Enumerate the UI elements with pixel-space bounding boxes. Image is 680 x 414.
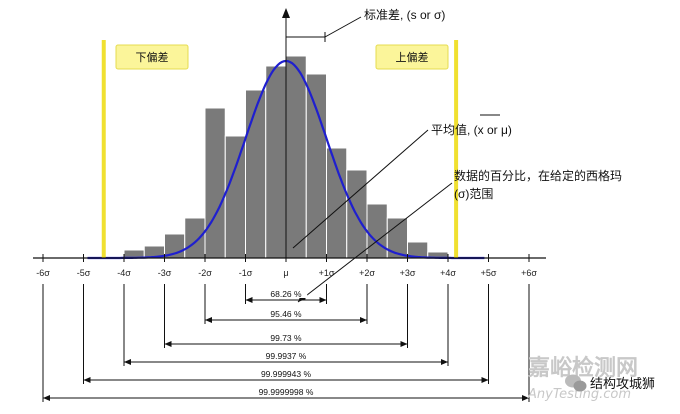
histogram-bar bbox=[305, 73, 327, 259]
x-axis-tick-labels: -6σ -5σ -4σ -3σ -2σ -1σ μ +1σ +2σ +3σ +4σ +5σ +6σ bbox=[36, 268, 537, 278]
percent-annotation-line1: 数据的百分比，在给定的西格玛 bbox=[454, 168, 622, 183]
percent-leader-line bbox=[297, 182, 453, 303]
x-tick-label: -5σ bbox=[77, 268, 91, 278]
coverage-label-bg bbox=[264, 333, 308, 342]
x-tick-label: μ bbox=[283, 268, 288, 278]
coverage-label-bg bbox=[259, 351, 313, 360]
coverage-label-bg bbox=[251, 387, 321, 396]
sigma-annotation: 标准差, (s or σ) bbox=[364, 8, 445, 22]
mean-axis-arrow bbox=[282, 8, 290, 18]
wechat-icon bbox=[565, 374, 587, 392]
histogram-bars bbox=[123, 55, 449, 259]
x-tick-label: -2σ bbox=[198, 268, 212, 278]
coverage-arrowhead bbox=[400, 341, 408, 347]
coverage-arrowhead bbox=[205, 317, 212, 323]
coverage-arrowhead bbox=[360, 317, 367, 323]
percent-annotation-line2: (σ)范围 bbox=[454, 187, 493, 201]
watermark-account: 结构攻城狮 bbox=[590, 377, 655, 392]
coverage-arrowhead bbox=[481, 377, 489, 383]
x-tick-label: +1σ bbox=[319, 268, 335, 278]
x-tick-label: +5σ bbox=[481, 268, 497, 278]
watermark-url: AnyTesting.com bbox=[527, 387, 631, 402]
histogram-bar bbox=[285, 55, 307, 259]
coverage-label: 99.73 % bbox=[270, 333, 302, 343]
coverage-label-bg bbox=[254, 369, 318, 378]
x-tick-label: -1σ bbox=[239, 268, 253, 278]
histogram-bar bbox=[224, 135, 246, 259]
histogram-bar bbox=[366, 203, 388, 259]
x-tick-label: +4σ bbox=[440, 268, 456, 278]
coverage-arrowhead bbox=[83, 377, 91, 383]
upper-limit-box bbox=[375, 44, 449, 70]
sigma-drop-lines bbox=[42, 284, 530, 402]
x-tick-label: +3σ bbox=[400, 268, 416, 278]
histogram-bar bbox=[245, 89, 267, 259]
coverage-label-bg bbox=[264, 289, 308, 298]
lower-limit-label: 下偏差 bbox=[136, 50, 169, 64]
coverage-arrowhead bbox=[43, 395, 50, 401]
x-tick-label: +6σ bbox=[521, 268, 537, 278]
x-tick-label: -3σ bbox=[158, 268, 172, 278]
histogram-bar bbox=[184, 217, 206, 259]
coverage-arrowhead bbox=[164, 341, 172, 347]
coverage-arrowhead bbox=[245, 297, 253, 303]
coverage-arrowhead bbox=[124, 359, 131, 365]
lower-limit-line bbox=[101, 40, 106, 258]
coverage-label: 68.26 % bbox=[270, 289, 302, 299]
coverage-label-bg bbox=[264, 309, 308, 318]
coverage-label: 99.999943 % bbox=[261, 369, 312, 379]
coverage-arrowhead bbox=[319, 297, 327, 303]
lower-limit-box bbox=[115, 44, 189, 70]
x-tick-label: -4σ bbox=[117, 268, 131, 278]
mean-leader-line bbox=[292, 129, 429, 249]
histogram-bar bbox=[204, 107, 226, 259]
coverage-label: 95.46 % bbox=[270, 309, 302, 319]
x-tick-label: -6σ bbox=[36, 268, 50, 278]
coverage-label: 99.9999998 % bbox=[259, 387, 314, 397]
histogram-bar bbox=[326, 147, 348, 259]
coverage-label: 99.9937 % bbox=[266, 351, 307, 361]
sigma-leader-line bbox=[324, 16, 362, 38]
coverage-arrows: 68.26 % 95.46 % 99.73 % 99.9937 % 99.999943 … bbox=[43, 289, 529, 401]
coverage-arrowhead bbox=[522, 395, 529, 401]
upper-limit-line bbox=[454, 40, 459, 258]
upper-limit-label: 上偏差 bbox=[396, 50, 429, 64]
watermark-brand: 嘉峪检测网 bbox=[528, 355, 638, 381]
histogram-bar bbox=[265, 65, 287, 259]
mean-annotation: 平均值, (x or μ) bbox=[431, 122, 512, 137]
x-tick-label: +2σ bbox=[359, 268, 375, 278]
coverage-arrowhead bbox=[441, 359, 448, 365]
